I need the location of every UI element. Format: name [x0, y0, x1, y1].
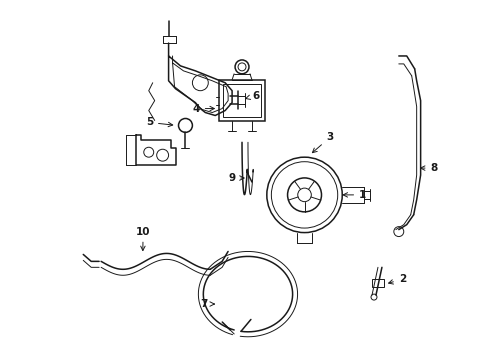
Text: 2: 2: [388, 274, 405, 284]
Text: 3: 3: [312, 132, 333, 153]
Bar: [371, 279, 383, 287]
Text: 1: 1: [343, 190, 366, 200]
Text: 5: 5: [145, 117, 172, 127]
Text: 10: 10: [136, 226, 150, 251]
Bar: [223, 84, 260, 117]
Text: 4: 4: [192, 104, 214, 113]
Text: 8: 8: [420, 163, 437, 173]
Text: 9: 9: [228, 173, 244, 183]
Text: 7: 7: [200, 299, 214, 309]
Bar: [219, 80, 264, 121]
Text: 6: 6: [245, 91, 259, 101]
